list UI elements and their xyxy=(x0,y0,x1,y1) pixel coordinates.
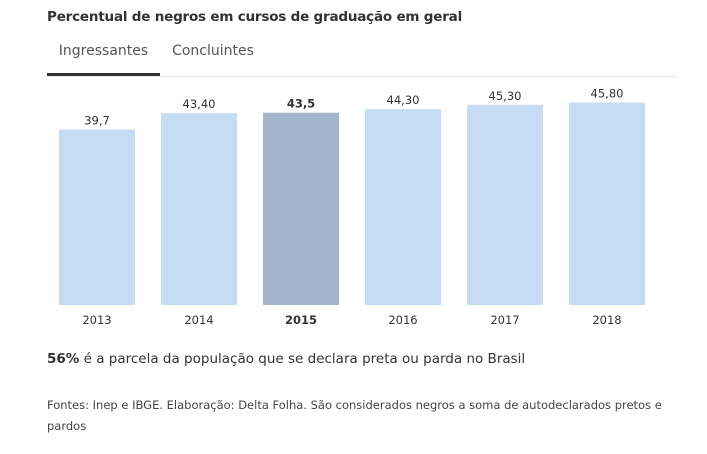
tab-ingressantes[interactable]: Ingressantes xyxy=(47,40,160,76)
value-label-2013: 39,7 xyxy=(84,114,110,128)
category-label-2014: 2014 xyxy=(184,313,213,327)
category-label-2018: 2018 xyxy=(592,313,621,327)
value-label-2014: 43,40 xyxy=(183,97,216,111)
category-label-2017: 2017 xyxy=(490,313,519,327)
value-label-2016: 44,30 xyxy=(387,93,420,107)
category-label-2013: 2013 xyxy=(82,313,111,327)
bar-chart: 39,7 2013 43,40 2014 43,5 2015 44,30 2016 45,30 2… xyxy=(59,87,645,327)
category-label-2015: 2015 xyxy=(285,313,317,327)
bar-2015 xyxy=(263,112,339,305)
population-note: 56% é a parcela da população que se decl… xyxy=(47,351,525,367)
note-text: é a parcela da população que se declara … xyxy=(79,351,526,367)
bar-2014 xyxy=(161,113,237,305)
bar-2018 xyxy=(569,102,645,305)
chart-title: Percentual de negros em cursos de gradua… xyxy=(47,9,462,25)
source-text: Fontes: Inep e IBGE. Elaboração: Delta F… xyxy=(47,398,662,433)
tab-concluintes[interactable]: Concluintes xyxy=(172,43,254,59)
value-label-2015: 43,5 xyxy=(287,97,315,111)
value-label-2017: 45,30 xyxy=(489,89,522,103)
value-label-2018: 45,80 xyxy=(591,87,624,101)
bar-2016 xyxy=(365,109,441,305)
tab-bar: Ingressantes Concluintes xyxy=(47,40,677,77)
category-label-2016: 2016 xyxy=(388,313,417,327)
note-highlight: 56% xyxy=(47,351,80,367)
bar-2013 xyxy=(59,129,135,305)
bar-2017 xyxy=(467,104,543,305)
